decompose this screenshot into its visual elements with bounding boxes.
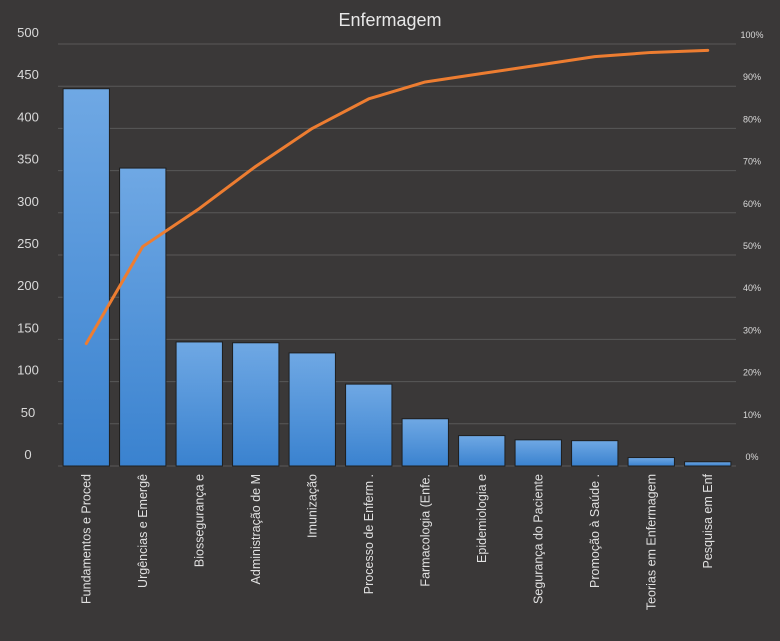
bar — [175, 341, 223, 467]
bar-series — [62, 88, 732, 467]
bar — [345, 383, 393, 467]
cumulative-line-series — [84, 48, 710, 346]
y2-tick-label: 40% — [743, 283, 761, 293]
bar — [627, 457, 675, 467]
x-tick-label: Fundamentos e Proced — [79, 474, 93, 604]
bar — [401, 418, 449, 467]
bar — [232, 342, 280, 467]
y-tick-label: 350 — [17, 152, 39, 167]
x-tick-label: Promoção à Saúde . — [588, 474, 602, 588]
y2-tick-label: 10% — [743, 410, 761, 420]
x-tick-label: Biossegurança e — [192, 474, 206, 567]
bar — [514, 439, 562, 467]
bar — [62, 88, 110, 467]
cumulative-line — [84, 48, 710, 346]
y2-tick-label: 60% — [743, 199, 761, 209]
x-tick-label: Epidemiologia e — [475, 474, 489, 563]
y2-tick-label: 20% — [743, 368, 761, 378]
x-axis: Fundamentos e Proced Urgências e Emergê Bi… — [79, 473, 715, 610]
bar — [119, 167, 167, 467]
y-tick-label: 400 — [17, 109, 39, 124]
chart-title: Enfermagem — [338, 10, 441, 30]
y2-tick-label: 100% — [740, 30, 763, 40]
bar — [288, 352, 336, 467]
y-tick-label: 0 — [24, 447, 31, 462]
y2-tick-label: 70% — [743, 157, 761, 167]
gridlines — [58, 43, 736, 467]
y2-tick-label: 0% — [745, 452, 758, 462]
bar — [571, 440, 619, 467]
y2-tick-label: 50% — [743, 241, 761, 251]
x-tick-label: Teorias em Enfermagem — [644, 474, 658, 610]
y-tick-label: 500 — [17, 25, 39, 40]
x-tick-label: Administração de M — [249, 474, 263, 584]
x-tick-label: Imunização — [305, 474, 319, 538]
bar — [684, 461, 732, 467]
y-tick-label: 250 — [17, 236, 39, 251]
x-tick-label: Pesquisa em Enf — [701, 473, 715, 568]
y2-tick-label: 90% — [743, 72, 761, 82]
x-tick-label: Farmacologia (Enfe. — [418, 474, 432, 587]
x-tick-label: Segurança do Paciente — [531, 474, 545, 604]
y-tick-label: 450 — [17, 67, 39, 82]
secondary-y-axis: 100% 90% 80% 70% 60% 50% 40% 30% 20% 10% 0% — [740, 30, 763, 462]
y-tick-label: 50 — [21, 405, 35, 420]
y-tick-label: 200 — [17, 278, 39, 293]
x-tick-label: Urgências e Emergê — [136, 474, 150, 588]
bar — [458, 435, 506, 467]
y2-tick-label: 80% — [743, 114, 761, 124]
y-tick-label: 150 — [17, 320, 39, 335]
y-tick-label: 300 — [17, 194, 39, 209]
y-tick-label: 100 — [17, 363, 39, 378]
x-tick-label: Processo de Enferm . — [362, 474, 376, 594]
y2-tick-label: 30% — [743, 325, 761, 335]
